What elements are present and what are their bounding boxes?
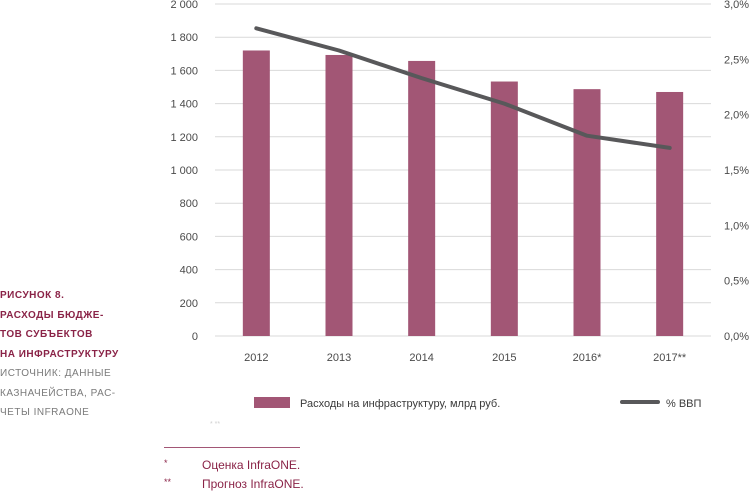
left-tick-label: 800 — [180, 198, 198, 210]
figure-caption: РИСУНОК 8. РАСХОДЫ БЮДЖЕ- ТОВ СУБЪЕКТОВ … — [0, 286, 150, 423]
left-tick-label: 0 — [192, 331, 198, 343]
footnote-divider — [164, 447, 300, 448]
x-tick-label: 2017** — [653, 352, 687, 364]
faint-marks: * ** — [210, 421, 220, 428]
x-tick-label: 2016* — [573, 352, 602, 364]
left-tick-label: 1 200 — [170, 132, 198, 144]
caption-title-line: РАСХОДЫ БЮДЖЕ- — [0, 309, 104, 321]
footnote-estimate: * Оценка InfraONE. — [164, 458, 300, 472]
x-axis-ticks: 2012 2013 2014 2015 2016* 2017** — [244, 352, 687, 364]
bar — [242, 50, 270, 336]
caption-source-line: КАЗНАЧЕЙСТВА, РАС- — [0, 387, 116, 399]
gdp-line — [254, 26, 672, 150]
gridlines — [215, 3, 711, 337]
caption-source-line: ИСТОЧНИК: ДАННЫЕ — [0, 368, 112, 379]
left-axis-ticks: 0 200 400 600 800 1 000 1 200 1 400 1 600 1 800 2 … — [170, 0, 198, 343]
legend-swatch-bar — [254, 397, 290, 408]
footnote-forecast: ** Прогноз InfraONE. — [164, 477, 304, 491]
bar — [408, 60, 436, 337]
bar — [656, 91, 684, 336]
left-tick-label: 200 — [180, 298, 198, 310]
left-tick-label: 2 000 — [170, 0, 198, 11]
x-tick-label: 2015 — [492, 352, 516, 364]
line-point — [586, 135, 588, 137]
footnote-text: Оценка InfraONE. — [202, 458, 301, 472]
left-tick-label: 1 600 — [170, 65, 198, 77]
legend-label-bar: Расходы на инфраструктуру, млрд руб. — [300, 398, 500, 410]
x-tick-label: 2012 — [244, 352, 268, 364]
right-axis-ticks: 0,0% 0,5% 1,0% 1,5% 2,0% 2,5% 3,0% — [724, 0, 749, 343]
left-tick-label: 1 800 — [170, 32, 198, 44]
right-tick-label: 0,0% — [724, 331, 749, 343]
right-tick-label: 0,5% — [724, 276, 749, 288]
footnote-mark: ** — [164, 477, 172, 487]
left-tick-label: 600 — [180, 231, 198, 243]
line-point — [503, 103, 505, 105]
caption-title-line: ТОВ СУБЪЕКТОВ — [0, 329, 93, 340]
line-point — [669, 147, 671, 149]
footnote-mark: * — [164, 458, 168, 468]
caption-title-line: РИСУНОК 8. — [0, 290, 65, 301]
caption-source-line: ЧЕТЫ INFRAONE — [0, 407, 90, 418]
right-tick-label: 1,5% — [724, 165, 749, 177]
legend-label-line: % ВВП — [666, 398, 702, 410]
bars — [242, 50, 684, 337]
bar — [490, 81, 518, 336]
bar — [573, 89, 601, 337]
line-point — [338, 49, 340, 51]
right-tick-label: 2,5% — [724, 54, 749, 66]
bar — [325, 54, 353, 336]
right-tick-label: 3,0% — [724, 0, 749, 11]
legend: Расходы на инфраструктуру, млрд руб. % В… — [254, 397, 702, 410]
left-tick-label: 400 — [180, 265, 198, 277]
line-point — [421, 77, 423, 79]
caption-title-line: НА ИНФРАСТРУКТУРУ — [0, 348, 119, 360]
x-tick-label: 2013 — [327, 352, 351, 364]
left-tick-label: 1 000 — [170, 165, 198, 177]
footnote-text: Прогноз InfraONE. — [202, 477, 304, 491]
right-tick-label: 2,0% — [724, 110, 749, 122]
left-tick-label: 1 400 — [170, 99, 198, 111]
line-point — [255, 27, 257, 29]
x-tick-label: 2014 — [409, 352, 433, 364]
right-tick-label: 1,0% — [724, 220, 749, 232]
